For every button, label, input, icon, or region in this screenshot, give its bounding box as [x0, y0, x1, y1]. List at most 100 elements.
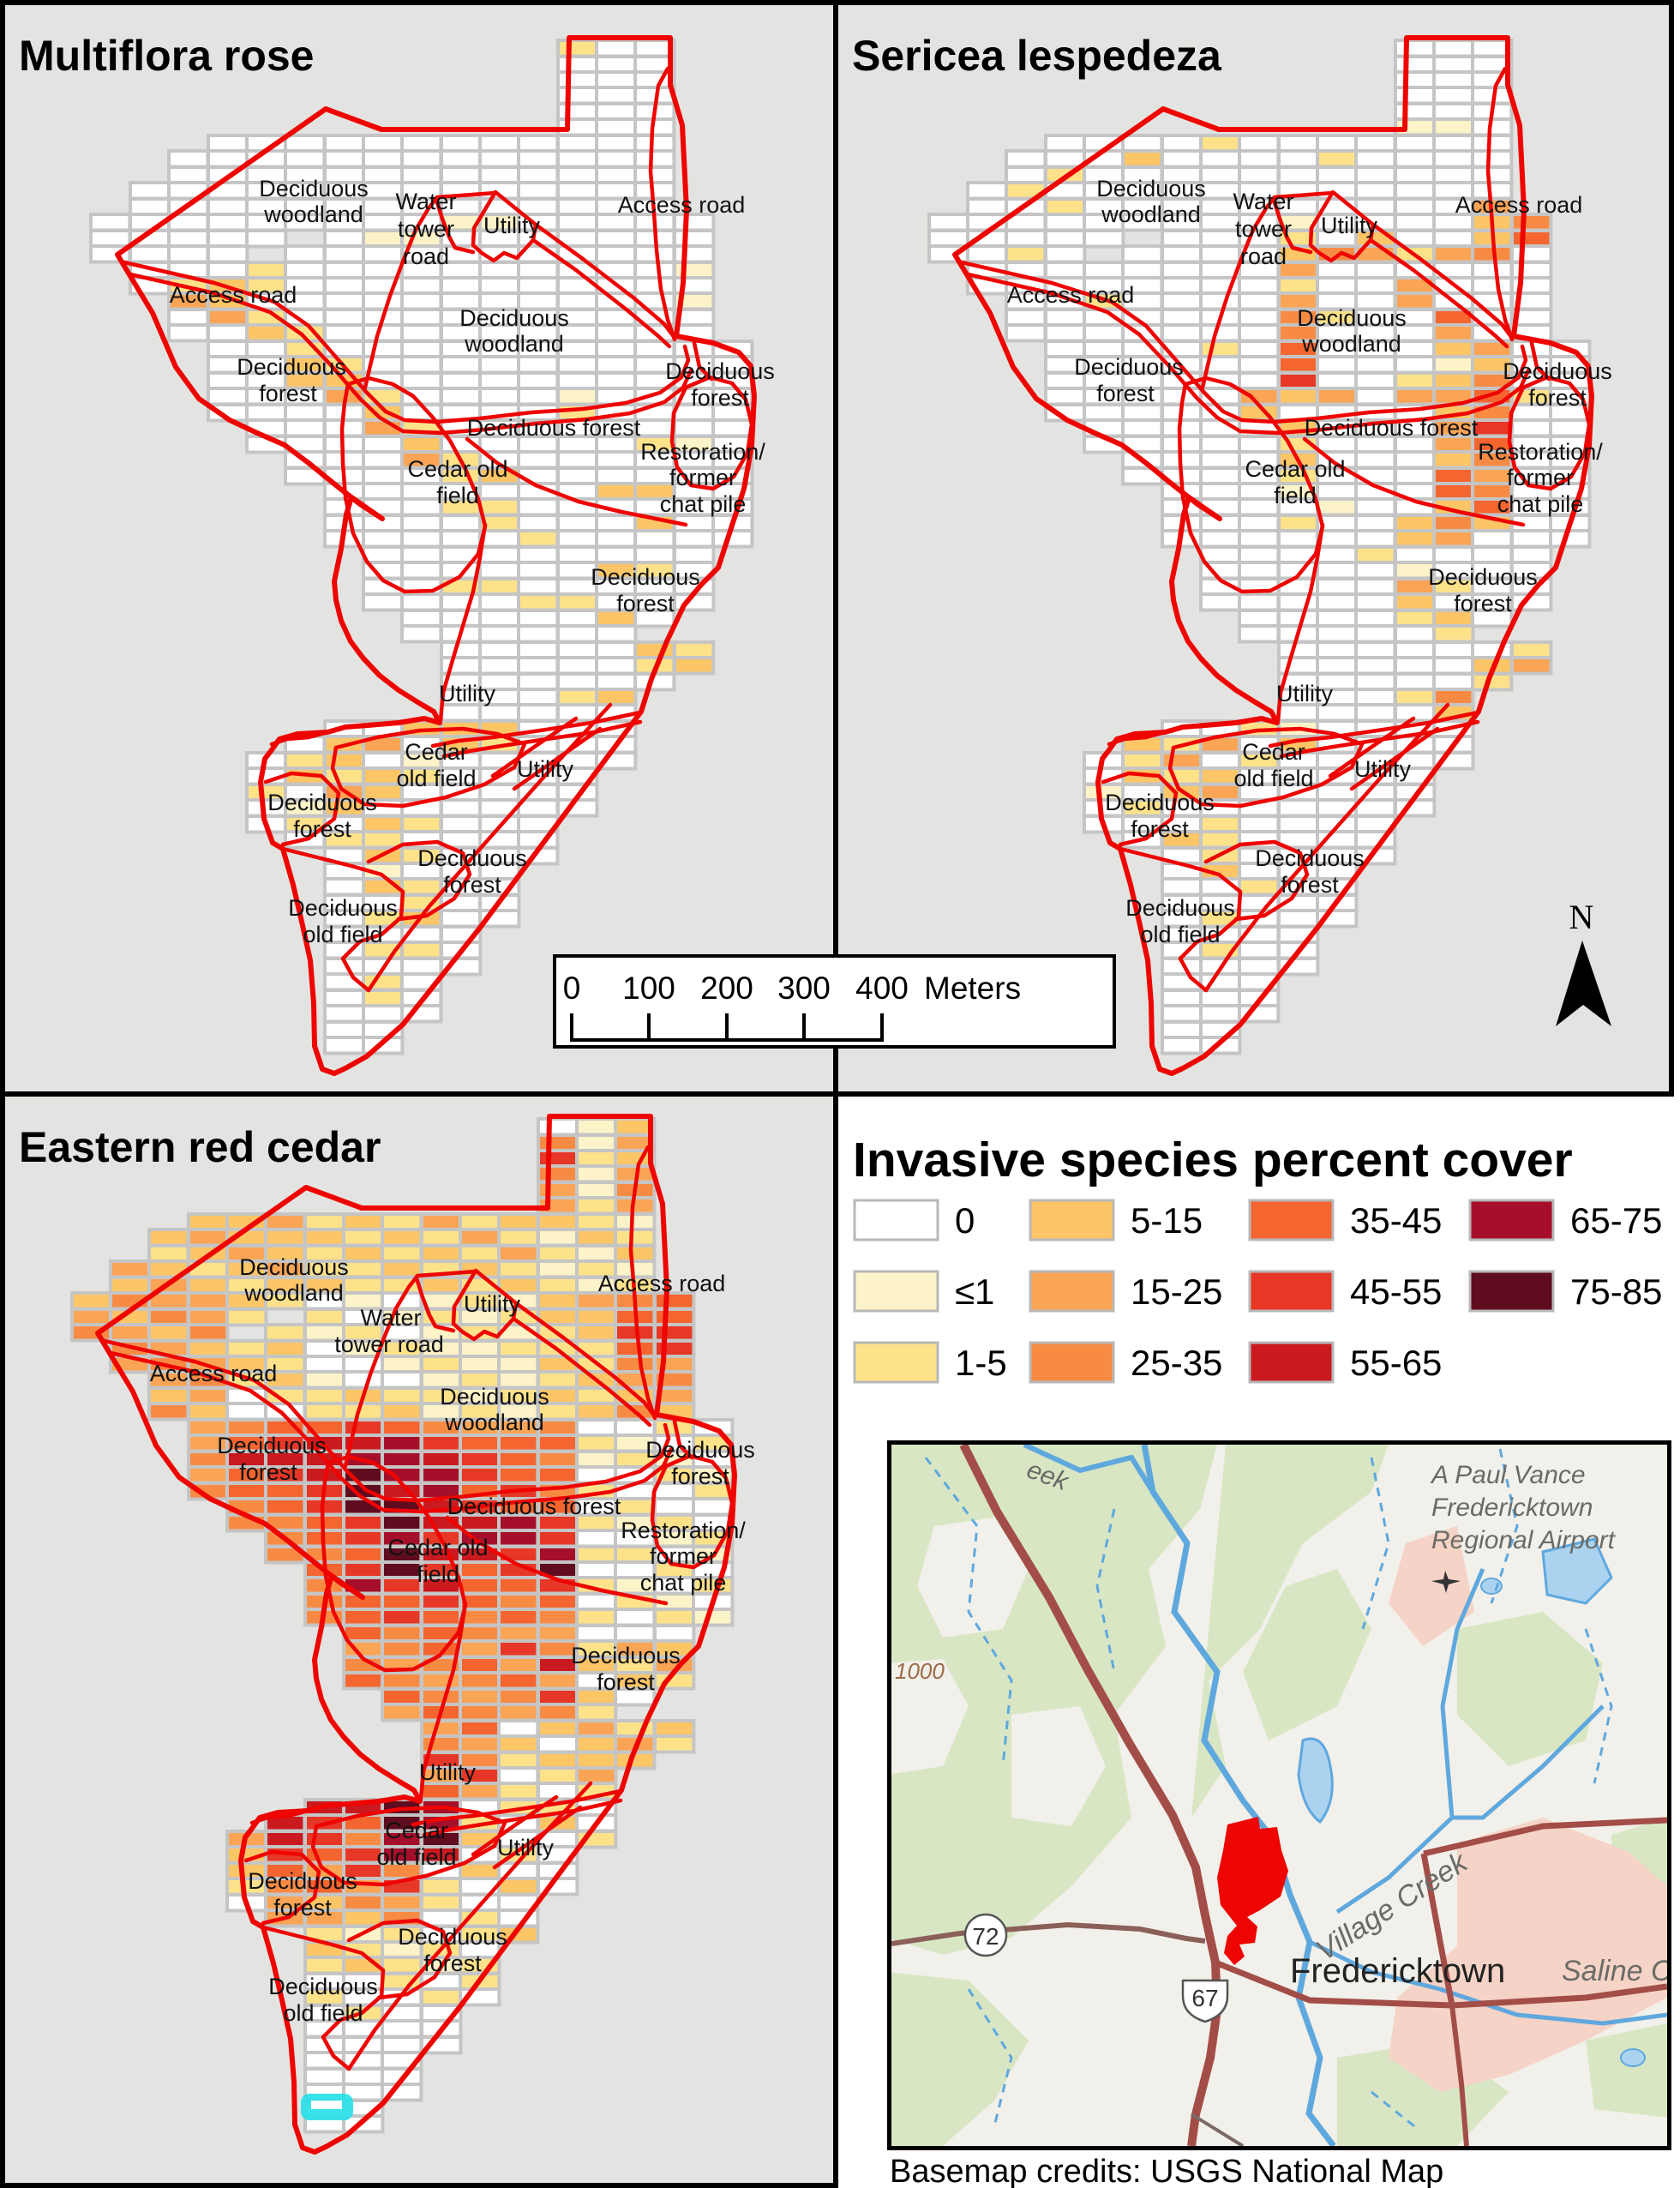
- svg-text:Utility: Utility: [483, 213, 540, 238]
- svg-text:25-35: 25-35: [1131, 1343, 1222, 1383]
- svg-text:Deciduous: Deciduous: [1255, 845, 1365, 871]
- svg-text:75-85: 75-85: [1570, 1271, 1662, 1312]
- svg-text:old field: old field: [376, 1844, 456, 1870]
- svg-text:Cedar: Cedar: [405, 739, 468, 765]
- svg-text:Deciduous: Deciduous: [1074, 354, 1184, 380]
- svg-text:forest: forest: [597, 1669, 655, 1695]
- svg-text:45-55: 45-55: [1350, 1271, 1442, 1312]
- svg-text:1000: 1000: [895, 1658, 945, 1684]
- svg-text:Deciduous: Deciduous: [259, 176, 369, 201]
- svg-text:67: 67: [1191, 1985, 1218, 2011]
- svg-text:Utility: Utility: [497, 1835, 554, 1860]
- svg-text:Restoration/: Restoration/: [1478, 439, 1603, 465]
- svg-text:tower: tower: [1235, 216, 1292, 242]
- svg-text:Deciduous: Deciduous: [267, 790, 377, 815]
- svg-text:Utility: Utility: [517, 756, 573, 782]
- svg-text:forest: forest: [616, 591, 675, 616]
- svg-text:≤1: ≤1: [955, 1271, 994, 1312]
- svg-text:forest: forest: [1131, 816, 1189, 842]
- svg-text:old field: old field: [283, 2000, 363, 2026]
- svg-text:forest: forest: [1096, 381, 1155, 406]
- svg-text:Deciduous: Deciduous: [1105, 790, 1215, 815]
- svg-text:Cedar old: Cedar old: [1245, 456, 1345, 482]
- svg-text:55-65: 55-65: [1350, 1343, 1442, 1383]
- svg-text:forest: forest: [443, 872, 501, 898]
- svg-text:5-15: 5-15: [1131, 1200, 1203, 1241]
- svg-text:Utility: Utility: [1354, 756, 1411, 782]
- svg-text:Deciduous: Deciduous: [591, 564, 700, 590]
- svg-text:forest: forest: [423, 1951, 482, 1976]
- svg-text:woodland: woodland: [464, 331, 564, 357]
- svg-text:A Paul Vance: A Paul Vance: [1430, 1461, 1586, 1489]
- svg-text:Deciduous: Deciduous: [398, 1924, 507, 1950]
- svg-text:Utility: Utility: [464, 1291, 520, 1317]
- svg-text:N: N: [1569, 900, 1594, 936]
- svg-text:Saline C: Saline C: [1562, 1955, 1667, 1987]
- svg-text:former: former: [650, 1543, 717, 1569]
- svg-text:Water: Water: [1233, 189, 1293, 214]
- svg-text:woodland: woodland: [243, 1280, 344, 1306]
- svg-text:Deciduous: Deciduous: [645, 1437, 755, 1463]
- svg-text:Access road: Access road: [618, 192, 746, 218]
- svg-text:forest: forest: [1454, 591, 1512, 616]
- svg-text:Deciduous: Deciduous: [1096, 176, 1206, 201]
- svg-text:old field: old field: [303, 922, 382, 947]
- svg-text:forest: forest: [1281, 872, 1339, 898]
- svg-text:Deciduous: Deciduous: [459, 305, 569, 331]
- svg-text:Deciduous: Deciduous: [248, 1868, 357, 1894]
- svg-text:Deciduous: Deciduous: [1428, 564, 1538, 590]
- svg-text:Utility: Utility: [1321, 213, 1377, 238]
- svg-text:Deciduous: Deciduous: [571, 1643, 681, 1668]
- svg-text:15-25: 15-25: [1131, 1271, 1222, 1312]
- svg-text:200: 200: [700, 971, 753, 1006]
- svg-text:Deciduous forest: Deciduous forest: [1305, 415, 1479, 441]
- svg-text:road: road: [1240, 243, 1287, 269]
- svg-text:65-75: 65-75: [1570, 1200, 1662, 1241]
- svg-text:Restoration/: Restoration/: [640, 439, 765, 465]
- svg-text:Eastern red cedar: Eastern red cedar: [19, 1123, 381, 1171]
- svg-text:400: 400: [855, 971, 909, 1006]
- svg-text:forest: forest: [259, 381, 317, 406]
- svg-text:field: field: [436, 483, 479, 508]
- svg-text:field: field: [417, 1561, 459, 1587]
- svg-text:Access road: Access road: [1455, 192, 1583, 218]
- svg-text:old field: old field: [1233, 766, 1313, 791]
- svg-text:former: former: [1507, 465, 1574, 490]
- svg-text:Water: Water: [360, 1305, 421, 1331]
- svg-text:chat pile: chat pile: [1497, 491, 1584, 517]
- svg-text:Meters: Meters: [924, 971, 1021, 1006]
- svg-text:woodland: woodland: [263, 201, 363, 227]
- svg-text:Fredericktown: Fredericktown: [1290, 1952, 1505, 1990]
- svg-text:35-45: 35-45: [1350, 1200, 1442, 1241]
- svg-text:woodland: woodland: [1301, 331, 1401, 357]
- svg-text:forest: forest: [293, 816, 351, 842]
- svg-text:0: 0: [955, 1200, 975, 1241]
- svg-text:former: former: [669, 465, 736, 490]
- svg-text:tower road: tower road: [334, 1331, 444, 1357]
- svg-text:tower: tower: [398, 216, 454, 242]
- svg-text:forest: forest: [273, 1895, 332, 1921]
- svg-text:old field: old field: [1140, 922, 1220, 947]
- svg-text:Deciduous: Deciduous: [1125, 895, 1235, 921]
- svg-text:Deciduous: Deciduous: [217, 1433, 327, 1458]
- svg-text:woodland: woodland: [1101, 201, 1201, 227]
- svg-text:Invasive species percent cover: Invasive species percent cover: [853, 1133, 1573, 1187]
- svg-text:Regional Airport: Regional Airport: [1431, 1526, 1617, 1554]
- svg-text:Cedar old: Cedar old: [387, 1535, 488, 1560]
- svg-text:Deciduous forest: Deciduous forest: [467, 415, 641, 441]
- svg-text:field: field: [1274, 483, 1317, 508]
- svg-text:Deciduous: Deciduous: [239, 1254, 349, 1280]
- svg-text:forest: forest: [239, 1459, 297, 1485]
- svg-text:Deciduous: Deciduous: [268, 1974, 378, 1999]
- svg-text:Utility: Utility: [1276, 681, 1333, 706]
- svg-text:forest: forest: [671, 1464, 729, 1489]
- svg-text:chat pile: chat pile: [640, 1570, 727, 1596]
- svg-text:Deciduous: Deciduous: [440, 1384, 549, 1410]
- svg-text:Deciduous: Deciduous: [237, 354, 346, 380]
- svg-text:Access road: Access road: [1007, 282, 1135, 308]
- svg-text:Cedar: Cedar: [385, 1818, 448, 1843]
- svg-text:Multiflora rose: Multiflora rose: [19, 32, 314, 80]
- svg-text:Sericea lespedeza: Sericea lespedeza: [852, 32, 1222, 80]
- svg-text:forest: forest: [1528, 385, 1587, 411]
- svg-text:Deciduous forest: Deciduous forest: [447, 1494, 621, 1519]
